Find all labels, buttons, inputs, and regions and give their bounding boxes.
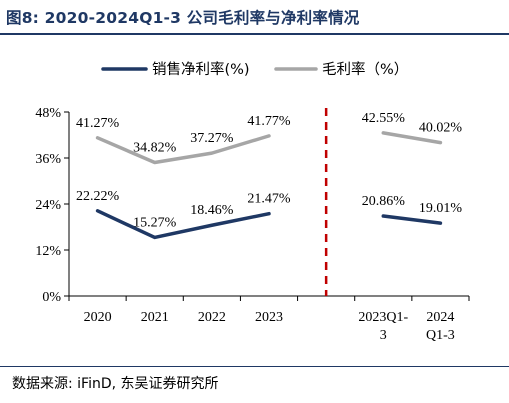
- x-tick-label: 2024: [426, 310, 454, 325]
- data-label: 21.47%: [247, 192, 291, 207]
- series-lines: [95, 131, 443, 240]
- margin-line-chart: 销售净利率(%) 毛利率（%） 0%12%24%36%48% 2020 2021 20…: [35, 61, 470, 343]
- x-tick-label: 2022: [198, 310, 226, 325]
- y-axis: 0% 12% 24% 36% 48%: [35, 106, 70, 305]
- data-label: 41.77%: [247, 114, 291, 129]
- x-axis: 2020 2021 2022 2023 2023Q1- 3 2024 Q1-3: [68, 295, 470, 343]
- legend: 销售净利率(%) 毛利率（%）: [101, 61, 408, 78]
- x-tick-label: Q1-3: [426, 328, 455, 343]
- data-label: 15.27%: [133, 215, 177, 230]
- source-rule: [0, 366, 509, 367]
- figure-title: 图8: 2020-2024Q1-3 公司毛利率与净利率情况: [6, 9, 360, 27]
- data-label: 41.27%: [76, 116, 120, 131]
- y-tick-label: 48%: [35, 106, 61, 121]
- y-tick-label: 24%: [35, 198, 61, 213]
- series-1-segment-2: [381, 214, 443, 225]
- y-tick-label: 36%: [35, 152, 61, 167]
- legend-label-2: 毛利率（%）: [322, 61, 408, 78]
- data-label: 40.02%: [419, 121, 463, 136]
- data-label: 22.22%: [76, 189, 120, 204]
- title-rule: [0, 33, 509, 35]
- data-label: 19.01%: [419, 201, 463, 216]
- x-tick-label: 2023: [255, 310, 283, 325]
- series-2-segment-2: [381, 131, 443, 145]
- legend-label-1: 销售净利率(%): [152, 61, 250, 78]
- data-labels: 22.22% 15.27% 18.46% 21.47% 20.86% 19.01% 41.2…: [76, 111, 462, 231]
- data-label: 20.86%: [362, 194, 406, 209]
- data-label: 42.55%: [362, 111, 406, 126]
- y-tick-label: 12%: [35, 244, 61, 259]
- data-label: 34.82%: [133, 141, 177, 156]
- series-1-segment-1: [95, 209, 271, 240]
- data-label: 18.46%: [190, 203, 234, 218]
- series-2-segment-1: [95, 134, 271, 165]
- source-note: 数据来源: iFinD, 东吴证券研究所: [12, 376, 219, 392]
- data-label: 37.27%: [190, 131, 234, 146]
- x-tick-label: 3: [380, 328, 387, 343]
- x-tick-label: 2023Q1-: [358, 310, 408, 325]
- x-tick-label: 2021: [141, 310, 169, 325]
- x-tick-label: 2020: [84, 310, 112, 325]
- y-tick-label: 0%: [42, 290, 61, 305]
